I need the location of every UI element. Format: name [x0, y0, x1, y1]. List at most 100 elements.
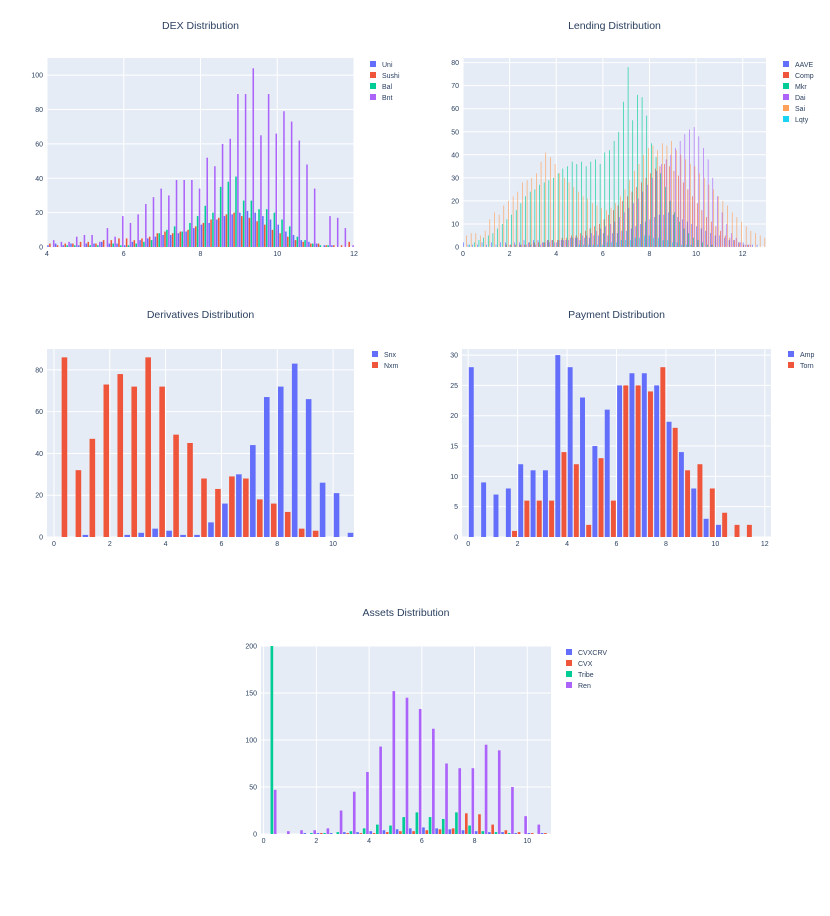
lending-bar-comp	[594, 226, 595, 247]
assets-bar-cvx	[346, 833, 349, 834]
lending-x-tick-label: 12	[739, 251, 747, 258]
assets-bar-tribe	[323, 833, 326, 834]
assets-bar-cvxcrv	[369, 831, 373, 834]
lending-bar-sai	[573, 187, 575, 247]
dex-bar-sushi	[325, 245, 327, 247]
dex-bar-bal	[166, 229, 168, 247]
lending-bar-dai	[591, 233, 592, 247]
lending-bar-aave	[528, 242, 529, 247]
lending-bar-sai	[470, 233, 472, 247]
lending-bar-comp	[636, 187, 637, 247]
lending-bars-group	[463, 67, 766, 247]
lending-bar-dai	[572, 237, 574, 247]
lending-bar-aave	[463, 242, 464, 247]
dex-bar-bal	[327, 245, 329, 247]
assets-bar-cvxcrv	[461, 830, 465, 834]
payment-bar-amp	[530, 470, 536, 537]
assets-bar-ren	[366, 771, 369, 834]
lending-bar-mkr	[627, 67, 629, 247]
lending-bar-comp	[696, 203, 698, 247]
dex-bar-bal	[296, 236, 299, 247]
lending-legend-swatch-comp	[783, 72, 789, 78]
assets-bar-ren	[339, 810, 343, 834]
payment-bar-amp	[617, 385, 623, 537]
dex-bar-bal	[304, 240, 306, 247]
lending-bar-mkr	[515, 210, 517, 247]
payment-chart-title: Payment Distribution	[568, 309, 665, 321]
lending-bar-sai	[750, 230, 752, 247]
lending-bar-dai	[651, 177, 653, 247]
derivatives-x-tick-label: 4	[164, 541, 168, 548]
lending-bar-sai	[703, 177, 705, 247]
dex-bar-sushi	[79, 241, 82, 247]
lending-bar-mkr	[707, 244, 708, 247]
lending-y-tick-label: 60	[451, 106, 459, 113]
lending-bar-mkr	[529, 191, 531, 247]
dex-bar-uni	[231, 214, 233, 247]
lending-bar-mkr	[473, 242, 475, 247]
lending-bar-aave	[719, 235, 721, 247]
lending-bar-comp	[622, 200, 623, 247]
lending-bar-dai	[549, 242, 550, 247]
lending-bar-comp	[748, 244, 749, 247]
payment-bar-torn	[772, 531, 777, 537]
lending-bar-sai	[484, 230, 486, 247]
lending-bar-sai	[717, 196, 719, 247]
dex-bar-uni	[62, 245, 65, 247]
derivatives-plot-area	[47, 349, 354, 537]
lending-bar-comp	[599, 223, 600, 247]
dex-bar-uni	[262, 216, 264, 247]
derivatives-bar-snx	[236, 474, 242, 537]
lending-bar-aave	[514, 242, 515, 247]
dex-bar-sushi	[333, 245, 335, 247]
dex-bar-bnt	[298, 140, 301, 247]
lending-bar-lqty	[681, 244, 683, 247]
lending-legend-swatch-lqty	[783, 116, 789, 122]
lending-bar-sai	[480, 235, 481, 247]
lending-x-tick-label: 10	[692, 251, 700, 258]
lending-x-tick-label: 0	[461, 251, 465, 258]
dex-bar-sushi	[279, 233, 281, 247]
assets-bar-cvxcrv	[488, 832, 491, 834]
lending-bar-mkr	[595, 159, 596, 247]
lending-bar-mkr	[711, 244, 713, 247]
dex-bar-uni	[93, 243, 95, 247]
lending-legend-item-sai: Sai	[795, 106, 806, 113]
lending-bar-lqty	[658, 237, 659, 247]
lending-bar-aave	[649, 219, 651, 247]
dex-bar-bnt	[244, 94, 247, 247]
dex-bar-bal	[158, 233, 161, 247]
lending-bar-dai	[661, 164, 662, 247]
dex-bar-bnt	[275, 133, 278, 247]
lending-bar-mkr	[511, 214, 512, 247]
lending-bar-mkr	[651, 143, 652, 247]
assets-legend-item-cvxcrv: CVXCRV	[578, 650, 607, 657]
assets-bar-ren	[471, 768, 475, 834]
lending-bar-comp	[505, 244, 507, 247]
dex-bar-bal	[150, 240, 153, 247]
dex-bar-uni	[323, 245, 326, 247]
lending-bar-lqty	[611, 242, 613, 247]
derivatives-bar-nxm	[270, 503, 277, 537]
lending-bar-comp	[510, 244, 512, 247]
assets-bar-cvxcrv	[329, 833, 333, 834]
lending-bar-sai	[512, 196, 514, 247]
payment-bar-amp	[493, 494, 499, 537]
lending-bar-mkr	[581, 161, 582, 247]
assets-bar-tribe	[389, 825, 392, 834]
dex-bar-bal	[74, 245, 76, 247]
dex-bar-sushi	[271, 229, 274, 247]
assets-bar-cvxcrv	[395, 829, 399, 834]
dex-bar-uni	[216, 219, 218, 247]
lending-y-tick-label: 70	[451, 83, 459, 90]
lending-bar-sai	[638, 164, 640, 247]
lending-bar-dai	[577, 237, 578, 247]
payment-bar-torn	[697, 464, 703, 537]
dex-x-tick-label: 10	[273, 251, 281, 258]
dex-bar-sushi	[340, 245, 343, 247]
payment-bar-amp	[518, 464, 524, 537]
lending-bar-comp	[701, 210, 703, 247]
lending-bar-comp	[659, 166, 661, 247]
derivatives-bar-snx	[166, 530, 172, 537]
lending-bar-mkr	[613, 140, 615, 247]
